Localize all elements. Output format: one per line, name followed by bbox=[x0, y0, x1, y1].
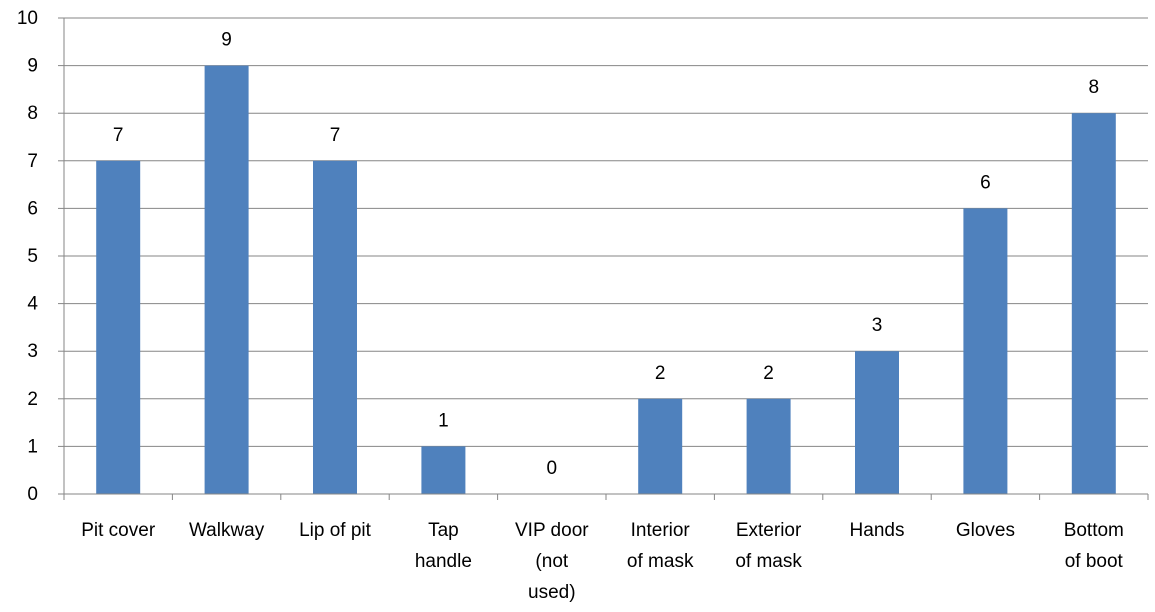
category-label-line: of mask bbox=[735, 551, 802, 572]
category-label-line: Pit cover bbox=[81, 520, 156, 541]
y-tick-label: 9 bbox=[27, 56, 38, 77]
bar bbox=[746, 398, 791, 494]
bar bbox=[855, 351, 899, 494]
bar bbox=[1071, 113, 1116, 494]
bar bbox=[963, 208, 1008, 494]
category-label: Gloves bbox=[956, 520, 1015, 541]
data-label: 8 bbox=[1089, 77, 1100, 98]
y-tick-label: 2 bbox=[27, 389, 38, 410]
data-label: 7 bbox=[113, 125, 124, 146]
category-label: VIP door (not used) bbox=[515, 520, 589, 603]
category-label-line: Gloves bbox=[956, 520, 1015, 541]
category-label-line: Lip of pit bbox=[299, 520, 372, 541]
category-label-line: of mask bbox=[627, 551, 694, 572]
category-label-line: Exterior bbox=[736, 520, 802, 541]
category-label: Interior of mask bbox=[627, 520, 694, 572]
category-label: Walkway bbox=[189, 520, 265, 541]
y-tick-label: 10 bbox=[17, 8, 38, 29]
data-label: 3 bbox=[872, 315, 883, 336]
axes bbox=[58, 17, 1149, 500]
category-label: Tap handle bbox=[415, 520, 472, 572]
data-label: 7 bbox=[330, 125, 341, 146]
category-label: Lip of pit bbox=[299, 520, 372, 541]
category-label-line: (not bbox=[535, 551, 568, 572]
y-tick-label: 1 bbox=[27, 436, 38, 457]
bar bbox=[96, 160, 141, 495]
category-label-line: used) bbox=[528, 582, 576, 603]
data-label: 6 bbox=[980, 172, 991, 193]
category-label: Pit cover bbox=[81, 520, 156, 541]
category-label: Hands bbox=[850, 520, 905, 541]
data-label: 2 bbox=[655, 363, 666, 384]
category-label-line: Walkway bbox=[189, 520, 265, 541]
y-axis-ticks: 0 1 2 3 4 5 6 7 8 9 10 bbox=[17, 8, 39, 505]
category-label-line: Bottom bbox=[1064, 520, 1124, 541]
category-label-line: Hands bbox=[850, 520, 905, 541]
data-label: 2 bbox=[763, 363, 774, 384]
data-labels: 7 9 7 1 0 2 2 3 6 8 bbox=[113, 30, 1099, 479]
category-label: Exterior of mask bbox=[735, 520, 802, 572]
y-tick-label: 8 bbox=[27, 103, 38, 124]
category-label-line: handle bbox=[415, 551, 472, 572]
y-tick-label: 6 bbox=[27, 198, 38, 219]
data-label: 1 bbox=[438, 410, 449, 431]
y-tick-label: 7 bbox=[27, 151, 38, 172]
y-tick-label: 5 bbox=[27, 246, 38, 267]
bars bbox=[96, 65, 1116, 495]
y-tick-label: 0 bbox=[27, 484, 38, 505]
y-tick-label: 4 bbox=[27, 294, 38, 315]
category-label-line: Interior bbox=[631, 520, 691, 541]
bar bbox=[421, 446, 466, 494]
category-label-line: VIP door bbox=[515, 520, 589, 541]
bar bbox=[638, 398, 683, 494]
bar bbox=[313, 160, 357, 495]
y-tick-label: 3 bbox=[27, 341, 38, 362]
data-label: 9 bbox=[221, 30, 232, 51]
category-label-line: Tap bbox=[428, 520, 459, 541]
category-label: Bottom of boot bbox=[1064, 520, 1124, 572]
category-labels: Pit cover Walkway Lip of pit Tap handle VIP d… bbox=[81, 520, 1124, 603]
category-label-line: of boot bbox=[1065, 551, 1124, 572]
data-label: 0 bbox=[547, 458, 558, 479]
bar bbox=[204, 65, 249, 494]
